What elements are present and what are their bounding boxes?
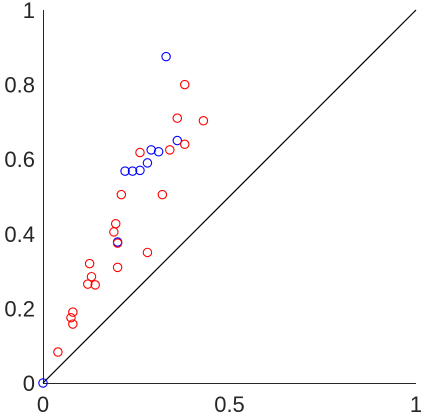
x-tick-labels: 0 0.5 1 bbox=[37, 392, 422, 417]
y-tick-label: 0 bbox=[23, 371, 35, 396]
x-tick-label: 1 bbox=[410, 392, 422, 417]
data-point bbox=[142, 247, 153, 258]
data-point bbox=[53, 347, 63, 357]
data-point bbox=[161, 51, 171, 62]
data-point bbox=[68, 307, 78, 317]
y-tick-label: 0.4 bbox=[4, 222, 35, 247]
data-point bbox=[179, 139, 190, 150]
data-point bbox=[86, 271, 97, 282]
data-point bbox=[142, 158, 153, 168]
data-point bbox=[90, 280, 100, 290]
data-point bbox=[127, 166, 138, 176]
data-point bbox=[38, 378, 48, 388]
identity-line-segment bbox=[42, 9, 417, 384]
y-tick-labels: 0 0.2 0.4 0.6 0.8 1 bbox=[4, 0, 35, 396]
data-point bbox=[84, 258, 95, 269]
x-tick-label: 0.5 bbox=[214, 392, 245, 417]
y-tick-label: 1 bbox=[23, 0, 35, 23]
y-tick-label: 0.2 bbox=[4, 296, 35, 321]
y-tick-label: 0.6 bbox=[4, 147, 35, 172]
data-point bbox=[109, 227, 119, 237]
data-point bbox=[198, 116, 209, 126]
data-point bbox=[165, 145, 175, 155]
x-tick-label: 0 bbox=[37, 392, 49, 417]
axes bbox=[43, 10, 416, 384]
data-point bbox=[135, 165, 145, 176]
data-point bbox=[110, 218, 121, 229]
identity-line bbox=[42, 9, 417, 384]
data-point bbox=[66, 312, 76, 323]
data-points bbox=[38, 51, 209, 388]
data-point bbox=[157, 189, 168, 200]
data-point bbox=[68, 319, 78, 329]
data-point bbox=[112, 238, 123, 248]
data-point bbox=[135, 147, 145, 158]
data-point bbox=[120, 166, 130, 176]
data-point bbox=[179, 79, 190, 90]
data-point bbox=[153, 146, 164, 157]
data-point bbox=[112, 262, 123, 273]
y-tick-label: 0.8 bbox=[4, 73, 35, 98]
data-point bbox=[116, 189, 127, 200]
data-point bbox=[172, 135, 183, 146]
data-point bbox=[146, 145, 156, 155]
data-point bbox=[172, 113, 183, 123]
data-point bbox=[83, 279, 93, 289]
